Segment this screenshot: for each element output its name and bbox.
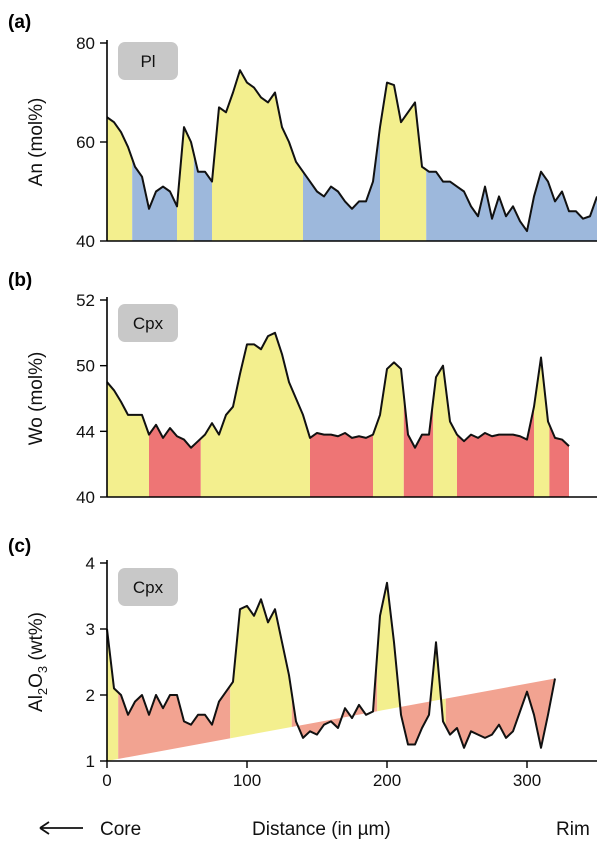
y-axis-label: An (mol%) (26, 98, 47, 187)
y-tick-label: 4 (86, 554, 95, 573)
panel-1: 40 60 80 (a) An (mol%) Pl (8, 12, 597, 251)
x-tick-label: 0 (102, 771, 111, 790)
y-tick-label: 2 (86, 686, 95, 705)
core-zone-4 (377, 582, 401, 761)
x-axis-label: Distance (in µm) (252, 819, 391, 840)
core-label: Core (100, 819, 141, 840)
mineral-zone-5 (403, 332, 434, 497)
profile-line (106, 581, 556, 749)
y-axis-label: Al2O3 (wt%) (26, 612, 50, 712)
mineral-badge: Cpx (118, 568, 178, 606)
x-tick-label: 100 (233, 771, 261, 790)
rim-label: Rim (556, 819, 590, 840)
badge-label: Cpx (133, 314, 164, 333)
core-zone-0 (107, 582, 119, 761)
y-tick-label: 52 (76, 291, 95, 310)
mineral-zone-3 (310, 332, 373, 497)
core-zone-2 (177, 70, 194, 241)
mineral-zone-7 (457, 332, 534, 497)
y-tick-label: 44 (76, 422, 95, 441)
footer: Core Distance (in µm) Rim (39, 819, 590, 840)
mineral-badge: Cpx (118, 304, 178, 342)
mineral-badge: Pl (118, 42, 178, 80)
core-zone-4 (212, 70, 303, 241)
zone-fills (107, 70, 597, 241)
mineral-zone-7 (445, 582, 555, 761)
left-arrow-icon (39, 821, 83, 835)
y-tick-label: 40 (76, 232, 95, 251)
core-zone-2 (230, 582, 292, 761)
y-tick-label: 40 (76, 488, 95, 507)
x-tick-label: 200 (373, 771, 401, 790)
mineral-zone-5 (303, 70, 380, 241)
panel-letter: (a) (8, 12, 31, 33)
badge-label: Pl (140, 52, 155, 71)
badge-box (118, 42, 178, 80)
badge-box (118, 304, 178, 342)
y-axis-label: Wo (mol%) (26, 352, 47, 446)
profile-line (106, 69, 597, 233)
panel-3: 1 2 3 4 0 100 200 300 (c) Al2O3 (wt%) Cpx (8, 536, 597, 790)
y-tick-label: 3 (86, 620, 95, 639)
mineral-zone-9 (549, 332, 569, 497)
y-tick-label: 1 (86, 752, 95, 771)
x-tick-label: 300 (513, 771, 541, 790)
mineral-zone-3 (193, 70, 212, 241)
y-tick-label: 80 (76, 34, 95, 53)
badge-box (118, 568, 178, 606)
y-tick-label: 60 (76, 133, 95, 152)
y-tick-label: 50 (76, 357, 95, 376)
panel-letter: (c) (8, 536, 31, 557)
panel-2: 40 44 50 52 (b) Wo (mol%) Cpx (8, 270, 597, 507)
core-zone-6 (433, 332, 457, 497)
badge-label: Cpx (133, 578, 164, 597)
core-zone-4 (373, 332, 404, 497)
core-zone-2 (200, 332, 310, 497)
panel-letter: (b) (8, 270, 32, 291)
mineral-zone-3 (291, 582, 378, 761)
profile-line (106, 331, 570, 449)
